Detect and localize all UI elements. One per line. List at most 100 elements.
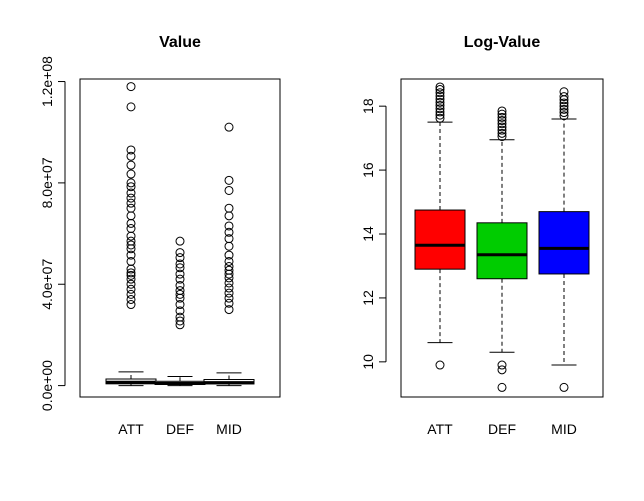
outlier-point [497,360,507,370]
outlier-point [175,248,185,258]
outlier-point [435,94,445,104]
outlier-point [224,269,234,279]
outlier-point [175,320,185,330]
plot-frame [79,78,281,398]
outlier-point [126,244,136,254]
y-tick-label: 12 [360,290,376,306]
y-tick-label: 1.2e+08 [39,56,55,107]
outlier-point [497,132,507,142]
y-tick-label: 18 [360,98,376,114]
outlier-point [126,264,136,274]
y-tick-label: 14 [360,226,376,242]
outlier-point [126,218,136,228]
outlier-point [126,300,136,310]
outlier-point [559,92,569,102]
outlier-point [435,110,445,120]
outlier-point [497,106,507,116]
outlier-point [497,116,507,126]
outlier-point [126,274,136,284]
outlier-point [559,87,569,97]
outlier-point [559,111,569,121]
iqr-box [538,211,590,275]
outlier-point [224,250,234,260]
outlier-point [435,104,445,114]
outlier-point [224,288,234,298]
outlier-point [175,263,185,273]
x-tick-label: DEF [488,421,516,437]
outlier-point [435,97,445,107]
outlier-point [497,382,507,392]
x-tick-label: ATT [427,421,453,437]
outlier-point [175,274,185,284]
panel-value: Value 0.0e+00 4.0e+07 8.0e+07 1.2e+08 ATT DE… [39,34,281,437]
outlier-point [175,316,185,326]
outlier-point [126,151,136,161]
outlier-point [497,112,507,122]
outlier-point [497,109,507,119]
outlier-point [126,82,136,92]
y-axis: 10 12 14 16 18 [360,98,387,370]
outlier-point [224,273,234,283]
y-axis: 0.0e+00 4.0e+07 8.0e+07 1.2e+08 [39,56,66,411]
outlier-point [126,160,136,170]
outlier-point [224,211,234,221]
y-tick-label: 8.0e+07 [39,157,55,208]
outlier-point [435,88,445,98]
outlier-point [126,250,136,260]
x-tick-label: ATT [118,421,144,437]
outlier-point [224,298,234,308]
outlier-point [126,270,136,280]
outlier-point [497,128,507,138]
outlier-point [435,113,445,123]
outlier-point [175,293,185,303]
outlier-point [175,306,185,316]
iqr-box [476,222,528,280]
outlier-point [175,281,185,291]
y-tick-label: 4.0e+07 [39,259,55,310]
iqr-box [414,209,466,270]
box-att [105,82,157,387]
box-mid [203,122,255,387]
outlier-point [224,221,234,231]
box-marks [105,82,255,387]
outlier-point [435,91,445,101]
outlier-point [175,236,185,246]
x-tick-label: MID [551,421,577,437]
outlier-point [497,365,507,375]
outlier-point [126,211,136,221]
outlier-point [224,256,234,266]
outlier-point [224,227,234,237]
outlier-point [559,104,569,114]
outlier-point [175,259,185,269]
outlier-point [224,175,234,185]
outlier-point [126,198,136,208]
outlier-point [126,284,136,294]
outlier-point [175,289,185,299]
outlier-point [224,278,234,288]
x-tick-label: DEF [166,421,194,437]
outlier-point [559,108,569,118]
outlier-point [435,360,445,370]
plot-frame [400,78,604,398]
outlier-point [126,279,136,289]
outlier-point [559,101,569,111]
box-marks [414,82,590,392]
outlier-point [435,82,445,92]
panel-log-value: Log-Value 10 12 14 16 18 ATT DEF MID [360,34,604,437]
y-tick-label: 10 [360,354,376,370]
x-axis: ATT DEF MID [427,421,577,437]
y-tick-label: 0.0e+00 [39,360,55,411]
outlier-point [126,268,136,278]
outlier-point [175,253,185,263]
box-mid [538,87,590,392]
outlier-point [126,289,136,299]
outlier-point [126,193,136,203]
outlier-point [224,241,234,251]
outlier-point [126,102,136,112]
outlier-point [126,145,136,155]
outlier-point [224,283,234,293]
outlier-point [497,125,507,135]
outlier-point [126,203,136,213]
outlier-point [126,182,136,192]
